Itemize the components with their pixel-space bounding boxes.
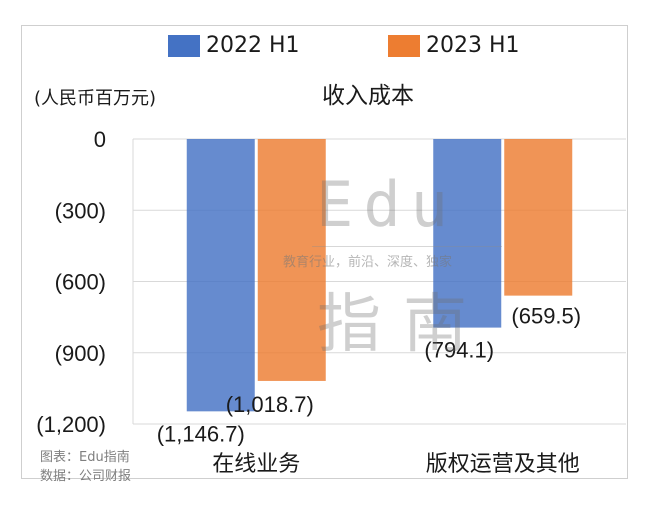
watermark-tagline: 教育行业，前沿、深度、独家 <box>283 255 453 270</box>
legend-swatch-2022 <box>168 34 200 57</box>
legend-item-2022: 2022 H1 <box>168 33 300 58</box>
data-label: (794.1) <box>424 338 494 363</box>
bar-2023-H1-1 <box>504 139 573 296</box>
watermark-brand-latin: Edu <box>316 168 458 241</box>
y-tick-label: (600) <box>55 270 106 295</box>
y-tick-label: (1,200) <box>36 412 106 437</box>
unit-label: (人民币百万元) <box>34 88 157 109</box>
data-label: (1,146.7) <box>157 421 245 446</box>
y-tick-label: 0 <box>94 127 106 152</box>
x-category-label: 版权运营及其他 <box>426 452 580 477</box>
chart-title: 收入成本 <box>322 83 414 109</box>
y-tick-label: (900) <box>55 341 106 366</box>
x-category-label: 在线业务 <box>212 452 300 477</box>
legend-item-2023: 2023 H1 <box>388 33 520 58</box>
bar-2022-H1-0 <box>186 139 255 412</box>
bar-2022-H1-1 <box>433 139 502 328</box>
legend-label-2023: 2023 H1 <box>426 33 520 58</box>
data-label: (1,018.7) <box>226 392 314 417</box>
bar-2023-H1-0 <box>257 139 326 381</box>
legend-label-2022: 2022 H1 <box>206 33 300 58</box>
data-credit: 数据：公司财报 <box>40 469 132 484</box>
y-tick-label: (300) <box>55 198 106 223</box>
data-label: (659.5) <box>511 304 581 329</box>
watermark-divider <box>312 246 502 247</box>
watermark-brand-cn: 指南 <box>317 288 489 362</box>
chart-credit: 图表：Edu指南 <box>40 450 130 465</box>
legend-swatch-2023 <box>388 34 420 57</box>
